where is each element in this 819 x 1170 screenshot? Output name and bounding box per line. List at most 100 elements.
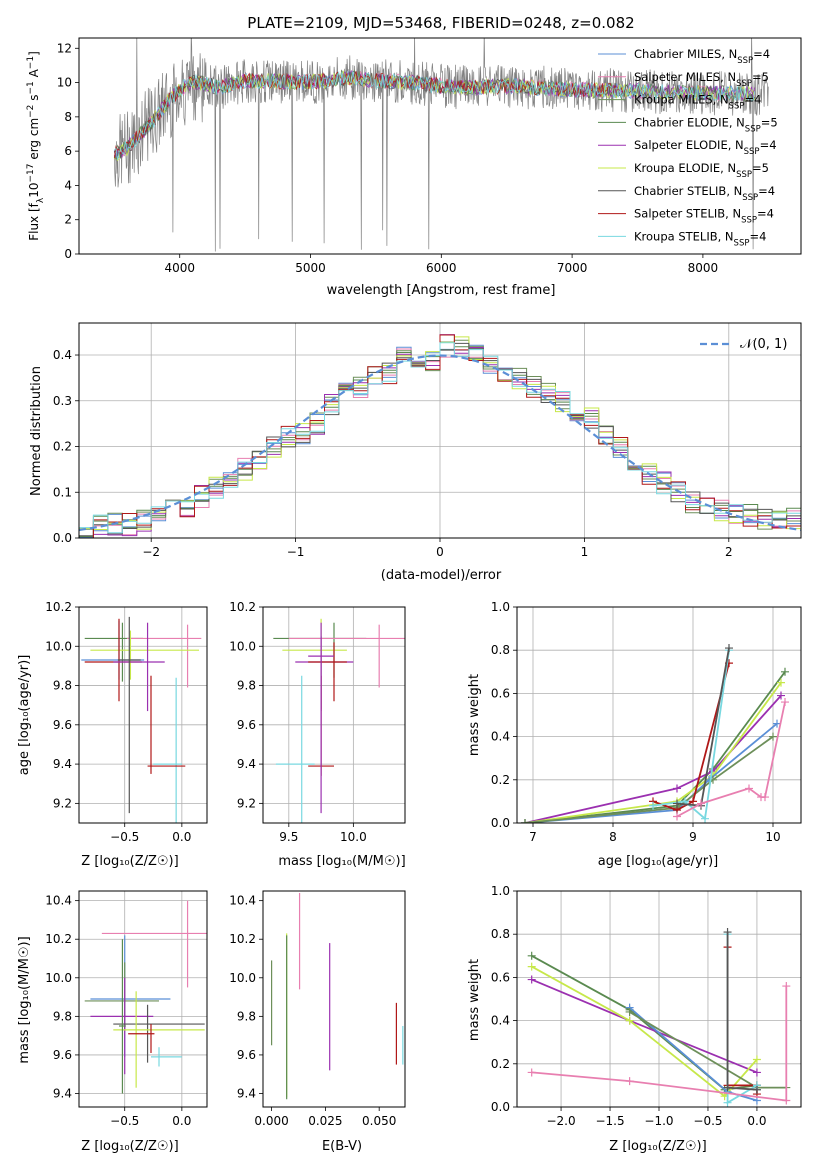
x-tick-label: 0.050	[362, 1114, 396, 1128]
series-line	[629, 1006, 758, 1102]
x-tick-label: 10	[765, 830, 780, 844]
y-tick-label: 9.2	[53, 796, 72, 810]
series-marker	[521, 819, 529, 823]
y-tick-label: 9.4	[237, 757, 256, 771]
axes-frame	[78, 890, 208, 1108]
x-tick-label: 2	[725, 545, 733, 559]
y-tick-label: 10.2	[229, 600, 256, 614]
weight-vs-age-xlabel: age [log₁₀(age/yr)]	[598, 854, 719, 869]
legend-name: Kroupa STELIB, N	[634, 229, 734, 243]
legend-val: =4	[753, 47, 770, 61]
series-marker	[689, 797, 697, 806]
spectrum-ylabel: Flux [fλ10−17 erg cm−2 s−1 A−1]	[26, 51, 46, 241]
plot-area	[81, 616, 202, 823]
legend-val: =5	[761, 115, 778, 129]
y-tick-label: 0.8	[491, 927, 510, 941]
legend-label: Kroupa MILES, NSSP=4	[634, 93, 761, 112]
age-vs-z-xlabel: Z [log₁₀(Z/Z☉)]	[81, 854, 178, 869]
series-marker	[782, 1096, 791, 1105]
ylabel-part: 10	[27, 183, 41, 198]
plot-area	[527, 928, 791, 1107]
axes-frame	[262, 890, 406, 1108]
y-tick-label: 0.0	[491, 816, 510, 830]
series-marker	[649, 801, 657, 810]
y-tick-label: 8	[64, 110, 72, 124]
x-tick-label: 8000	[688, 261, 719, 275]
legend-val: =4	[758, 184, 775, 198]
series-marker	[777, 691, 785, 700]
legend-sub: SSP	[736, 170, 752, 180]
x-tick-label: 1	[581, 545, 589, 559]
mass-vs-z-panel: −0.5 0.0 9.4 9.6 9.8 10.0 10.2 10.4	[45, 890, 208, 1128]
age-vs-mass-panel: 9.5 10.0 9.2 9.4 9.6 9.8 10.0 10.2	[229, 600, 406, 844]
y-tick-label: 9.4	[237, 1087, 256, 1101]
series-marker	[697, 799, 705, 808]
series-marker	[781, 698, 789, 707]
y-tick-label: 0.3	[53, 394, 72, 408]
plot-area	[273, 618, 405, 823]
weight-vs-z-xlabel: Z [log₁₀(Z/Z☉)]	[609, 1139, 706, 1154]
y-tick-label: 9.8	[53, 679, 72, 693]
series-marker	[769, 732, 777, 741]
y-tick-label: 12	[57, 41, 72, 55]
age-vs-mass-xlabel: mass [log₁₀(M/M☉)]	[278, 854, 405, 869]
y-tick-label: 0.0	[491, 1100, 510, 1114]
plot-area	[271, 892, 404, 1100]
y-tick-label: 2	[64, 213, 72, 227]
legend-val: =5	[752, 70, 769, 84]
series-marker	[761, 793, 769, 802]
ylabel-part: A	[27, 68, 41, 81]
ylabel-part: −1	[26, 81, 36, 94]
plot-area	[84, 900, 207, 1094]
axes-frame	[516, 606, 802, 824]
x-tick-label: 7	[529, 830, 537, 844]
axes-frame	[78, 37, 802, 255]
legend-label: Salpeter ELODIE, NSSP=4	[634, 138, 777, 157]
mass-vs-z-xlabel: Z [log₁₀(Z/Z☉)]	[81, 1139, 178, 1154]
x-tick-label: 6000	[426, 261, 457, 275]
legend-val: =4	[744, 93, 761, 107]
y-tick-label: 10.0	[229, 971, 256, 985]
legend-sub: SSP	[742, 193, 758, 203]
series-marker	[527, 975, 536, 984]
x-tick-label: −0.5	[110, 1114, 139, 1128]
legend-label: Kroupa ELODIE, NSSP=5	[634, 161, 769, 180]
series-marker	[625, 1007, 634, 1016]
y-tick-label: 9.4	[53, 1087, 72, 1101]
y-tick-label: 9.4	[53, 757, 72, 771]
weight-vs-age-panel: 7 8 9 10 0.0 0.2 0.4 0.6 0.8 1.0	[491, 600, 802, 844]
y-tick-label: 0.2	[491, 1057, 510, 1071]
axes-frame	[78, 322, 802, 539]
series-line	[652, 650, 730, 821]
legend-label: Chabrier STELIB, NSSP=4	[634, 184, 775, 203]
plot-area	[113, 38, 769, 252]
x-tick-label: 5000	[295, 261, 326, 275]
y-tick-label: 0.4	[53, 348, 72, 362]
x-tick-label: 0	[436, 545, 444, 559]
y-tick-label: 9.6	[237, 718, 256, 732]
legend-sub: SSP	[744, 147, 760, 157]
legend-label: Chabrier ELODIE, NSSP=5	[634, 115, 778, 134]
weight-vs-z-ylabel: mass weight	[467, 959, 482, 1041]
legend-name: Chabrier ELODIE, N	[634, 115, 745, 129]
series-marker	[673, 812, 681, 821]
spectrum-panel: 4000 5000 6000 7000 8000 0 2 4 6 8 10 12 Chabrier MI…	[57, 37, 802, 275]
legend-name: Chabrier MILES, N	[634, 47, 737, 61]
plot-area	[79, 334, 801, 538]
y-tick-label: 10.4	[45, 894, 72, 908]
x-tick-label: −1.0	[644, 1114, 673, 1128]
series-marker	[782, 982, 791, 991]
y-tick-label: 9.2	[237, 796, 256, 810]
series-marker	[745, 784, 753, 793]
y-tick-label: 9.8	[237, 679, 256, 693]
series-line	[676, 701, 786, 818]
x-tick-label: −0.5	[110, 830, 139, 844]
legend-sub: SSP	[741, 216, 757, 226]
series-marker	[723, 1098, 732, 1107]
y-tick-label: 6	[64, 144, 72, 158]
ylabel-part: −17	[26, 164, 36, 183]
y-tick-label: 10.0	[45, 639, 72, 653]
legend-val: =4	[757, 207, 774, 221]
x-tick-label: −0.5	[693, 1114, 722, 1128]
model-spectrum-line	[114, 70, 756, 161]
